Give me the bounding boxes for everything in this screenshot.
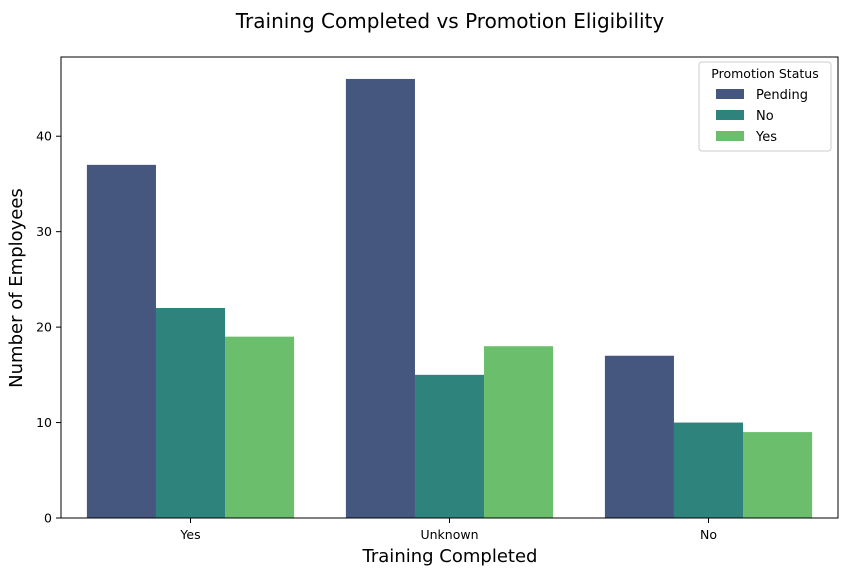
y-axis-ticks: 0 10 20 30 40 (36, 129, 61, 526)
legend-label-pending: Pending (756, 88, 808, 103)
legend-items: Pending No Yes (716, 88, 808, 145)
y-tick-label: 10 (36, 415, 52, 430)
bar-no-yes (743, 432, 813, 518)
bar-yes-yes (225, 336, 295, 518)
bar-no-no (673, 422, 744, 518)
bar-unknown-pending (345, 78, 415, 518)
y-tick-label: 20 (36, 320, 52, 335)
legend-swatch-no (716, 110, 744, 120)
legend-label-no: No (756, 109, 774, 124)
legend-label-yes: Yes (755, 130, 777, 145)
x-tick-label: Unknown (420, 527, 478, 542)
bar-yes-pending (86, 164, 156, 518)
legend-swatch-pending (716, 89, 744, 99)
bars-group (86, 78, 813, 518)
x-axis-label: Training Completed (362, 546, 538, 567)
legend-swatch-yes (716, 131, 744, 141)
chart-title: Training Completed vs Promotion Eligibil… (235, 9, 665, 33)
bar-yes-no (155, 308, 226, 518)
y-tick-label: 30 (36, 224, 52, 239)
x-tick-label: Yes (179, 527, 200, 542)
legend-box (698, 61, 832, 152)
bar-unknown-yes (484, 346, 554, 518)
y-axis-label: Number of Employees (6, 188, 27, 388)
x-tick-label: No (700, 527, 717, 542)
y-tick-label: 0 (44, 511, 52, 526)
x-axis-ticks: Yes Unknown No (179, 518, 717, 542)
y-tick-label: 40 (36, 129, 52, 144)
bar-no-pending (604, 355, 674, 518)
bar-unknown-no (414, 374, 485, 518)
legend: Promotion Status Pending No Yes (698, 61, 832, 152)
legend-title: Promotion Status (711, 66, 818, 81)
